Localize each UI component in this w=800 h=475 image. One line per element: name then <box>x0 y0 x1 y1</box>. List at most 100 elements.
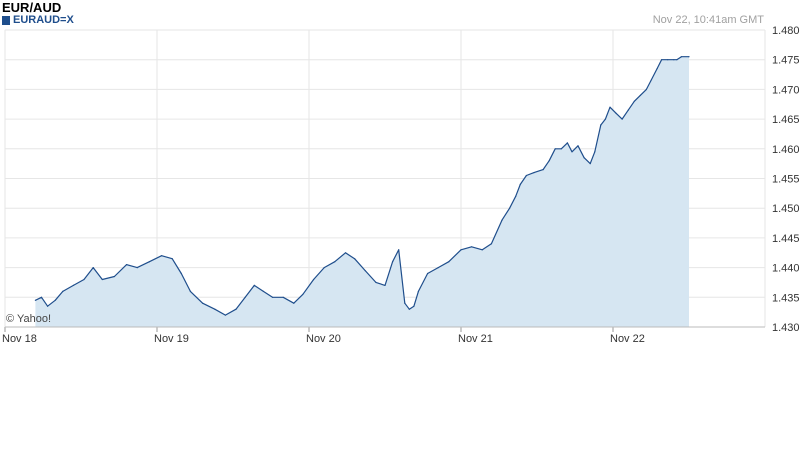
data-point <box>533 172 535 174</box>
data-point <box>126 264 128 266</box>
data-point <box>271 296 274 298</box>
x-axis: Nov 18 Nov 19 Nov 20 Nov 21 Nov 22 <box>2 326 765 345</box>
data-point <box>448 261 450 263</box>
data-point <box>375 281 377 283</box>
data-point <box>202 302 204 304</box>
data-point <box>302 293 304 295</box>
data-point <box>113 275 115 278</box>
y-tick-label: 1.455 <box>772 174 800 186</box>
data-point <box>214 308 216 310</box>
y-tick-label: 1.435 <box>772 292 800 304</box>
x-tick-label: Nov 22 <box>610 333 645 345</box>
x-tick-label: Nov 19 <box>154 333 189 345</box>
data-point <box>171 258 173 260</box>
data-point <box>680 56 683 58</box>
data-point <box>437 267 439 269</box>
data-point <box>645 88 648 90</box>
data-point <box>554 148 556 150</box>
data-point <box>615 112 617 114</box>
data-point <box>235 308 237 310</box>
x-tick-label: Nov 21 <box>458 333 493 345</box>
timestamp: Nov 22, 10:41am GMT <box>652 14 764 26</box>
data-point <box>384 284 386 286</box>
data-point <box>604 118 607 120</box>
data-point <box>344 252 347 254</box>
y-tick-label: 1.445 <box>772 233 800 245</box>
y-tick-label: 1.470 <box>772 84 800 96</box>
y-tick-label: 1.460 <box>772 144 800 156</box>
series-area <box>35 56 689 327</box>
y-tick-label: 1.440 <box>772 263 800 275</box>
data-point <box>639 94 642 96</box>
data-point <box>650 79 652 82</box>
data-point <box>253 284 255 286</box>
data-point <box>334 261 336 263</box>
series-line <box>35 56 689 316</box>
data-point <box>490 243 492 245</box>
y-tick-label: 1.475 <box>772 55 800 67</box>
data-point <box>609 106 611 108</box>
y-axis: 1.430 1.435 1.440 1.445 1.450 1.455 1.460 1.465… <box>772 25 800 334</box>
data-point <box>509 207 511 209</box>
data-point <box>224 314 226 316</box>
data-point <box>676 59 678 61</box>
data-point <box>323 267 325 269</box>
data-point <box>180 272 182 275</box>
data-point <box>413 305 415 307</box>
data-point <box>460 249 462 251</box>
data-point <box>62 290 64 292</box>
data-point <box>525 174 528 177</box>
data-point <box>589 163 591 165</box>
data-point <box>661 59 663 61</box>
data-point <box>688 56 690 58</box>
data-point <box>282 296 284 298</box>
data-point <box>54 299 56 301</box>
data-point <box>627 109 629 111</box>
data-point <box>600 124 602 126</box>
data-point <box>83 278 85 281</box>
legend-swatch-icon <box>2 15 10 25</box>
data-point <box>515 195 517 197</box>
y-tick-label: 1.480 <box>772 25 800 37</box>
data-point <box>354 258 356 260</box>
data-point <box>481 249 483 251</box>
data-point <box>189 290 191 292</box>
data-point <box>427 272 429 275</box>
data-point <box>656 68 658 70</box>
yahoo-credit: © Yahoo! <box>6 313 51 325</box>
chart-title: EUR/AUD <box>2 0 62 15</box>
y-tick-label: 1.450 <box>772 203 800 215</box>
data-point <box>392 261 394 263</box>
data-point <box>101 278 103 281</box>
data-point <box>571 151 573 153</box>
data-point <box>72 284 74 286</box>
legend-entry[interactable]: EURAUD=X <box>2 14 74 26</box>
data-point <box>621 118 623 120</box>
data-point <box>398 249 400 251</box>
data-point <box>244 296 246 298</box>
data-point <box>262 290 264 292</box>
data-point <box>673 59 675 61</box>
data-point <box>293 302 295 304</box>
data-point <box>577 145 579 147</box>
data-point <box>560 148 562 150</box>
data-point <box>548 160 550 162</box>
x-tick-label: Nov 20 <box>306 333 341 345</box>
data-point <box>47 305 49 307</box>
data-point <box>148 261 150 263</box>
data-point <box>542 169 544 171</box>
data-point <box>519 183 521 185</box>
data-point <box>34 299 37 301</box>
data-point <box>417 290 419 292</box>
data-point <box>667 59 669 61</box>
data-point <box>594 151 596 153</box>
data-point <box>501 219 503 221</box>
y-tick-label: 1.465 <box>772 114 800 126</box>
y-tick-label: 1.430 <box>772 322 800 334</box>
x-tick-label: Nov 18 <box>2 333 37 345</box>
legend-label: EURAUD=X <box>13 14 74 26</box>
data-point <box>566 142 569 144</box>
data-point <box>40 296 43 298</box>
data-point <box>633 100 635 102</box>
